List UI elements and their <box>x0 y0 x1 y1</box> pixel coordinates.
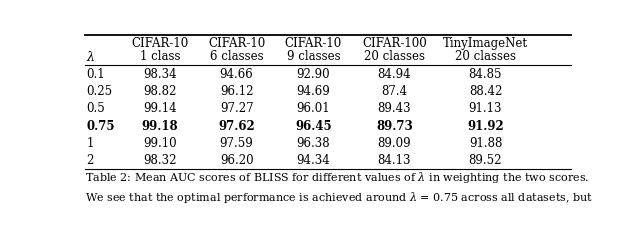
Text: 96.45: 96.45 <box>295 120 332 133</box>
Text: 97.59: 97.59 <box>220 137 253 150</box>
Text: 96.20: 96.20 <box>220 154 253 167</box>
Text: 99.18: 99.18 <box>141 120 178 133</box>
Text: 89.09: 89.09 <box>378 137 411 150</box>
Text: $\lambda$: $\lambda$ <box>86 50 95 64</box>
Text: CIFAR-10: CIFAR-10 <box>285 37 342 50</box>
Text: 0.5: 0.5 <box>86 102 105 115</box>
Text: 96.01: 96.01 <box>296 102 330 115</box>
Text: 2: 2 <box>86 154 94 167</box>
Text: 94.34: 94.34 <box>296 154 330 167</box>
Text: 98.34: 98.34 <box>143 68 177 81</box>
Text: 9 classes: 9 classes <box>287 50 340 63</box>
Text: 0.75: 0.75 <box>86 120 115 133</box>
Text: 97.62: 97.62 <box>218 120 255 133</box>
Text: 84.85: 84.85 <box>468 68 502 81</box>
Text: 89.73: 89.73 <box>376 120 413 133</box>
Text: 99.14: 99.14 <box>143 102 177 115</box>
Text: 94.69: 94.69 <box>296 85 330 98</box>
Text: 91.92: 91.92 <box>467 120 504 133</box>
Text: 96.38: 96.38 <box>296 137 330 150</box>
Text: 0.25: 0.25 <box>86 85 113 98</box>
Text: 88.42: 88.42 <box>469 85 502 98</box>
Text: 91.88: 91.88 <box>469 137 502 150</box>
Text: 0.1: 0.1 <box>86 68 105 81</box>
Text: 20 classes: 20 classes <box>364 50 425 63</box>
Text: 94.66: 94.66 <box>220 68 253 81</box>
Text: TinyImageNet: TinyImageNet <box>443 37 528 50</box>
Text: 96.12: 96.12 <box>220 85 253 98</box>
Text: 87.4: 87.4 <box>381 85 408 98</box>
Text: CIFAR-10: CIFAR-10 <box>208 37 265 50</box>
Text: 97.27: 97.27 <box>220 102 253 115</box>
Text: 6 classes: 6 classes <box>210 50 264 63</box>
Text: 84.13: 84.13 <box>378 154 411 167</box>
Text: 98.32: 98.32 <box>143 154 177 167</box>
Text: CIFAR-100: CIFAR-100 <box>362 37 427 50</box>
Text: 89.52: 89.52 <box>468 154 502 167</box>
Text: 91.13: 91.13 <box>468 102 502 115</box>
Text: 89.43: 89.43 <box>378 102 411 115</box>
Text: 1: 1 <box>86 137 94 150</box>
Text: 1 class: 1 class <box>140 50 180 63</box>
Text: Table 2: Mean AUC scores of BLISS for different values of $\lambda$ in weighting: Table 2: Mean AUC scores of BLISS for di… <box>85 169 589 185</box>
Text: CIFAR-10: CIFAR-10 <box>131 37 188 50</box>
Text: 84.94: 84.94 <box>378 68 411 81</box>
Text: 98.82: 98.82 <box>143 85 177 98</box>
Text: We see that the optimal performance is achieved around $\lambda$ = 0.75 across a: We see that the optimal performance is a… <box>85 190 593 205</box>
Text: 99.10: 99.10 <box>143 137 177 150</box>
Text: 20 classes: 20 classes <box>455 50 516 63</box>
Text: 92.90: 92.90 <box>296 68 330 81</box>
